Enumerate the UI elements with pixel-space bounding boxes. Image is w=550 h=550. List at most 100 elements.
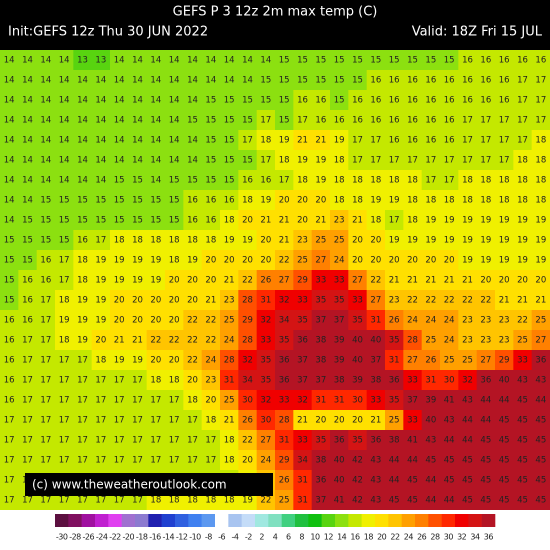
colorbar-label: -2 bbox=[245, 533, 252, 542]
temp-cell bbox=[91, 310, 111, 331]
temp-cell bbox=[348, 290, 368, 311]
temp-cell bbox=[201, 310, 221, 331]
temp-value: 14 bbox=[205, 76, 216, 86]
temp-value: 44 bbox=[480, 396, 491, 406]
temp-value: 18 bbox=[425, 196, 436, 206]
temp-value: 20 bbox=[242, 256, 253, 266]
temp-value: 44 bbox=[389, 476, 400, 486]
temp-cell bbox=[476, 290, 496, 311]
temp-cell bbox=[403, 90, 423, 111]
temp-value: 15 bbox=[224, 96, 235, 106]
temp-value: 17 bbox=[114, 436, 125, 446]
temp-value: 17 bbox=[132, 496, 143, 506]
temp-cell bbox=[311, 230, 331, 251]
temp-value: 27 bbox=[315, 256, 326, 266]
temp-value: 24 bbox=[205, 356, 216, 366]
temp-value: 16 bbox=[224, 196, 235, 206]
temp-value: 14 bbox=[150, 116, 161, 126]
temp-value: 15 bbox=[4, 296, 15, 306]
temp-value: 19 bbox=[150, 256, 161, 266]
temp-cell bbox=[513, 230, 533, 251]
temp-cell bbox=[385, 330, 404, 351]
temp-cell bbox=[330, 110, 349, 131]
temp-value: 15 bbox=[40, 236, 51, 246]
temp-cell bbox=[476, 70, 496, 91]
temp-value: 40 bbox=[370, 336, 381, 346]
temp-cell bbox=[18, 430, 38, 451]
temp-value: 18 bbox=[187, 236, 198, 246]
temp-cell bbox=[293, 250, 313, 271]
temp-value: 14 bbox=[22, 156, 33, 166]
temp-cell bbox=[183, 110, 203, 131]
temp-cell bbox=[458, 330, 478, 351]
temp-cell bbox=[476, 450, 496, 471]
temp-value: 17 bbox=[95, 376, 106, 386]
temp-value: 18 bbox=[389, 176, 400, 186]
temp-value: 14 bbox=[4, 76, 15, 86]
temp-cell bbox=[311, 410, 331, 431]
temp-cell bbox=[476, 470, 496, 491]
temp-value: 15 bbox=[95, 196, 106, 206]
temp-cell bbox=[366, 110, 386, 131]
temp-value: 14 bbox=[132, 156, 143, 166]
temp-cell bbox=[311, 430, 331, 451]
temp-value: 17 bbox=[95, 236, 106, 246]
temp-value: 19 bbox=[297, 156, 308, 166]
temp-cell bbox=[110, 370, 129, 391]
temp-value: 17 bbox=[95, 456, 106, 466]
temp-cell bbox=[330, 330, 349, 351]
temp-cell bbox=[91, 330, 111, 351]
temp-value: 14 bbox=[95, 116, 106, 126]
temp-value: 14 bbox=[77, 156, 88, 166]
temp-value: 40 bbox=[334, 456, 345, 466]
temp-cell bbox=[531, 230, 550, 251]
temp-value: 18 bbox=[95, 356, 106, 366]
temp-value: 17 bbox=[22, 416, 33, 426]
temp-cell bbox=[293, 470, 313, 491]
temp-value: 14 bbox=[4, 216, 15, 226]
temp-value: 17 bbox=[462, 136, 473, 146]
temp-value: 22 bbox=[260, 496, 271, 506]
temp-cell bbox=[256, 290, 276, 311]
temp-value: 16 bbox=[370, 116, 381, 126]
temp-cell bbox=[238, 330, 258, 351]
temp-value: 17 bbox=[389, 156, 400, 166]
temp-cell bbox=[146, 390, 166, 411]
temp-value: 43 bbox=[535, 376, 546, 386]
temp-value: 16 bbox=[389, 76, 400, 86]
temp-value: 43 bbox=[370, 476, 381, 486]
temp-cell bbox=[293, 390, 313, 411]
temp-value: 17 bbox=[425, 176, 436, 186]
temp-cell bbox=[18, 390, 38, 411]
temp-cell bbox=[18, 310, 38, 331]
temp-cell bbox=[18, 410, 38, 431]
temp-cell bbox=[220, 90, 239, 111]
temp-value: 32 bbox=[279, 296, 290, 306]
temp-value: 21 bbox=[297, 136, 308, 146]
temp-value: 17 bbox=[114, 396, 125, 406]
temp-cell bbox=[128, 230, 148, 251]
temp-value: 17 bbox=[132, 456, 143, 466]
colorbar-swatch bbox=[321, 514, 336, 527]
temp-value: 21 bbox=[352, 216, 363, 226]
temp-value: 14 bbox=[59, 176, 70, 186]
temp-cell bbox=[110, 350, 129, 371]
temp-cell bbox=[495, 410, 514, 431]
temp-value: 18 bbox=[260, 136, 271, 146]
temp-cell bbox=[220, 210, 239, 231]
colorbar-label: -26 bbox=[83, 533, 95, 542]
temp-value: 18 bbox=[224, 216, 235, 226]
temp-cell bbox=[73, 150, 93, 171]
temp-value: 17 bbox=[22, 456, 33, 466]
temp-value: 17 bbox=[169, 396, 180, 406]
colorbar-label: -10 bbox=[189, 533, 201, 542]
temp-cell bbox=[275, 410, 294, 431]
temp-cell bbox=[458, 250, 478, 271]
temp-value: 28 bbox=[407, 336, 418, 346]
temp-value: 14 bbox=[95, 156, 106, 166]
temp-cell bbox=[110, 430, 129, 451]
temp-cell bbox=[36, 390, 56, 411]
colorbar-label: 24 bbox=[404, 533, 414, 542]
temp-value: 15 bbox=[59, 196, 70, 206]
temp-value: 20 bbox=[224, 256, 235, 266]
